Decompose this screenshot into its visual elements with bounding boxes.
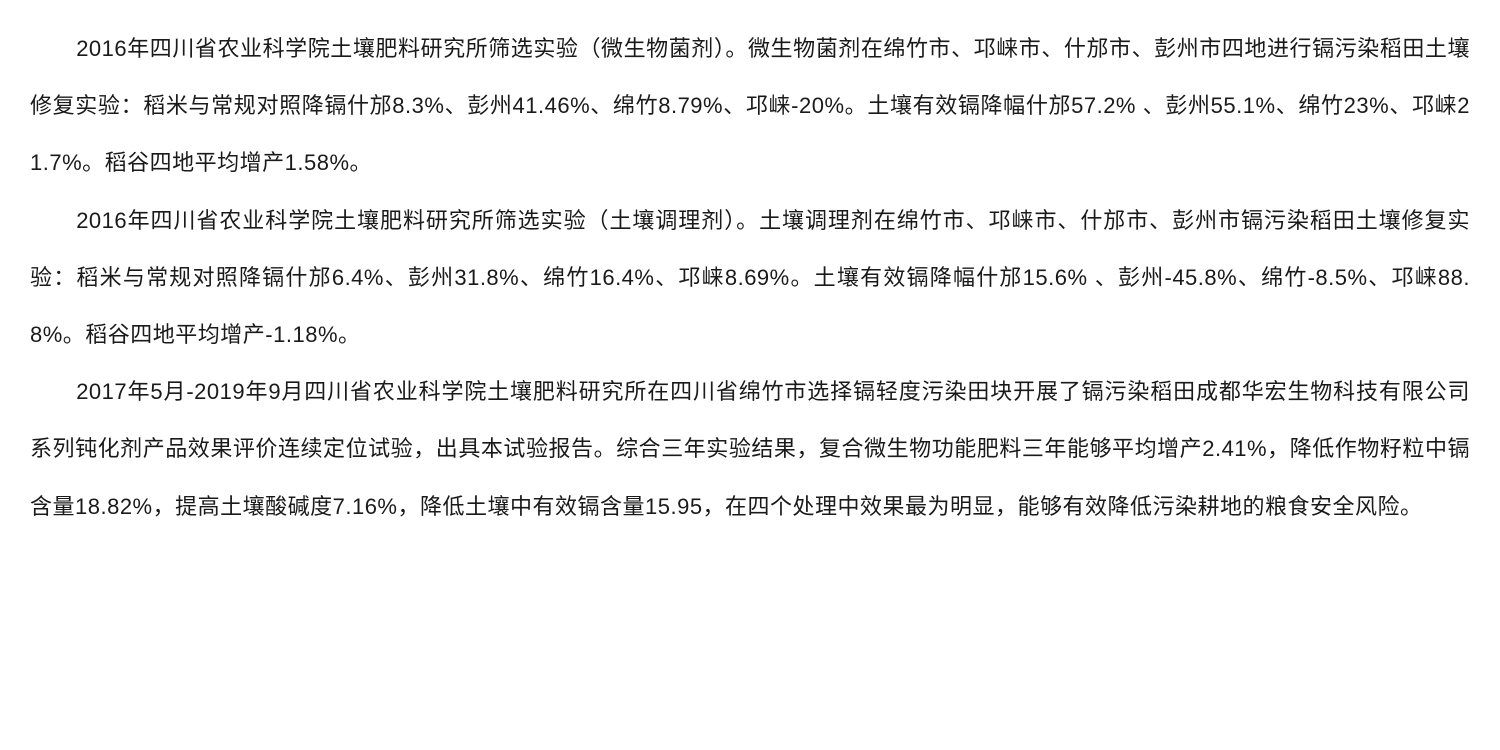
paragraph-2: 2016年四川省农业科学院土壤肥料研究所筛选实验（土壤调理剂）。土壤调理剂在绵竹… bbox=[30, 192, 1470, 364]
paragraph-3: 2017年5月-2019年9月四川省农业科学院土壤肥料研究所在四川省绵竹市选择镉… bbox=[30, 363, 1470, 535]
paragraph-1: 2016年四川省农业科学院土壤肥料研究所筛选实验（微生物菌剂）。微生物菌剂在绵竹… bbox=[30, 20, 1470, 192]
